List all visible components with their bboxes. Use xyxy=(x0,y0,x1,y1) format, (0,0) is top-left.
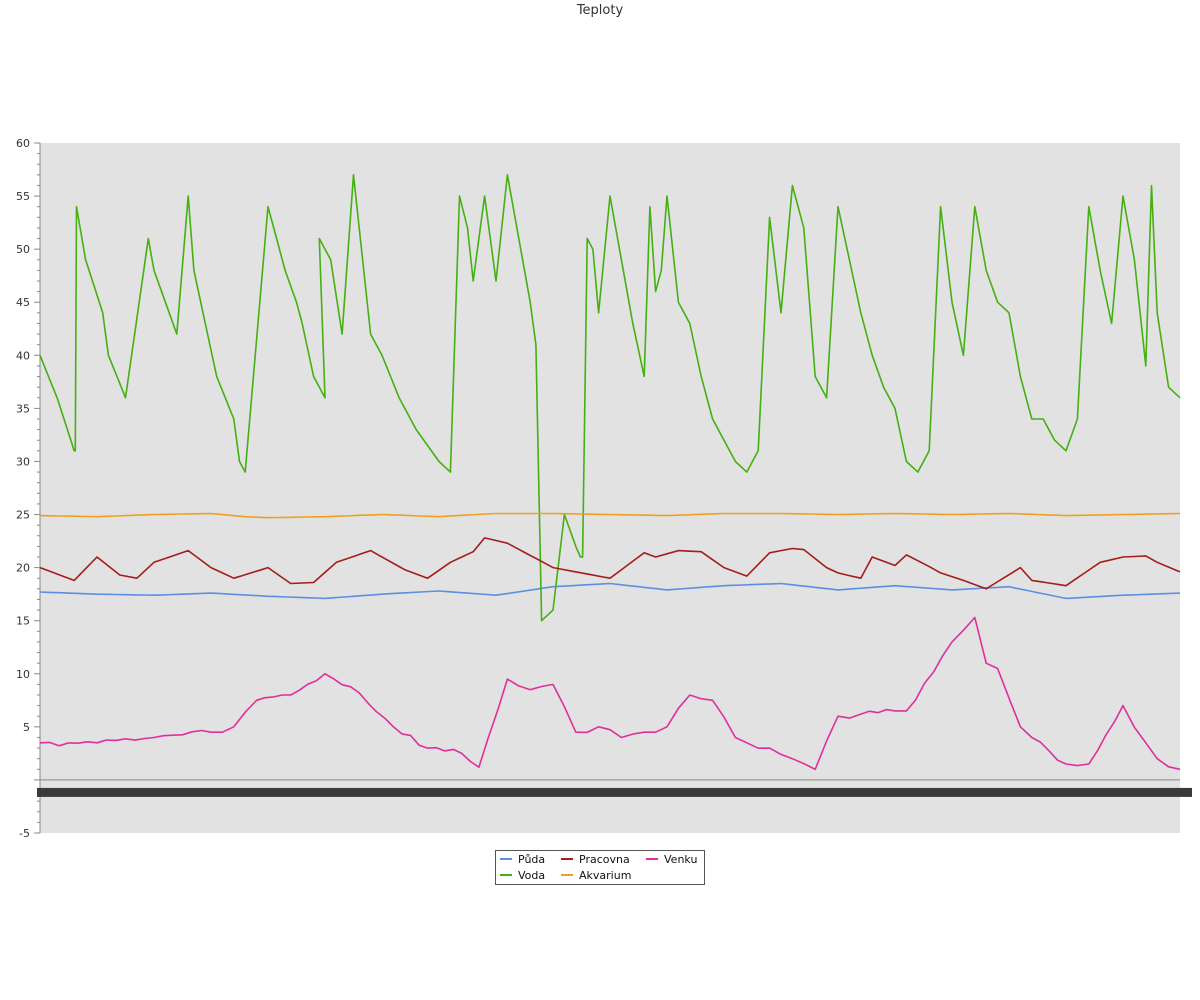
y-tick-label: 40 xyxy=(16,349,30,362)
x-tick-labels-band xyxy=(37,787,1192,797)
series-line-venku xyxy=(39,616,1181,771)
legend: Půda Voda Pracovna Akvarium Venku xyxy=(495,850,705,885)
y-tick-label: 10 xyxy=(16,668,30,681)
series-line-pracovna xyxy=(39,537,1181,590)
legend-label: Pracovna xyxy=(579,853,630,866)
legend-swatch xyxy=(561,874,573,876)
legend-label: Akvarium xyxy=(579,869,632,882)
legend-item-pracovna: Pracovna xyxy=(561,853,630,867)
legend-label: Venku xyxy=(664,853,698,866)
legend-item-půda: Půda xyxy=(500,853,545,867)
y-tick-label: 35 xyxy=(16,402,30,415)
y-tick-label: 55 xyxy=(16,190,30,203)
plot-area xyxy=(40,143,1180,833)
y-tick-label: 30 xyxy=(16,455,30,468)
series-line-půda xyxy=(39,582,1181,600)
chart-title: Teploty xyxy=(576,3,624,18)
y-tick-label: 15 xyxy=(16,615,30,628)
y-tick-label: -5 xyxy=(19,827,30,840)
series-line-akvarium xyxy=(39,512,1181,519)
legend-swatch xyxy=(500,858,512,860)
legend-item-voda: Voda xyxy=(500,869,545,883)
legend-swatch xyxy=(500,874,512,876)
y-tick-label: 60 xyxy=(16,137,30,150)
series-layer xyxy=(39,174,1181,771)
legend-label: Půda xyxy=(518,853,546,866)
y-tick-label: 20 xyxy=(16,562,30,575)
y-tick-label: 45 xyxy=(16,296,30,309)
legend-item-akvarium: Akvarium xyxy=(561,869,631,883)
y-tick-label: 5 xyxy=(23,721,30,734)
axis-layer: -5 5 10 15 20 25 30 35 40 45 50 55 60 xyxy=(16,137,1192,840)
legend-swatch xyxy=(646,858,658,860)
series-line-voda xyxy=(39,174,1181,622)
y-tick-label: 50 xyxy=(16,243,30,256)
y-tick-label: 25 xyxy=(16,509,30,522)
legend-label: Voda xyxy=(518,869,546,882)
legend-swatch xyxy=(561,858,573,860)
legend-item-venku: Venku xyxy=(646,853,697,867)
